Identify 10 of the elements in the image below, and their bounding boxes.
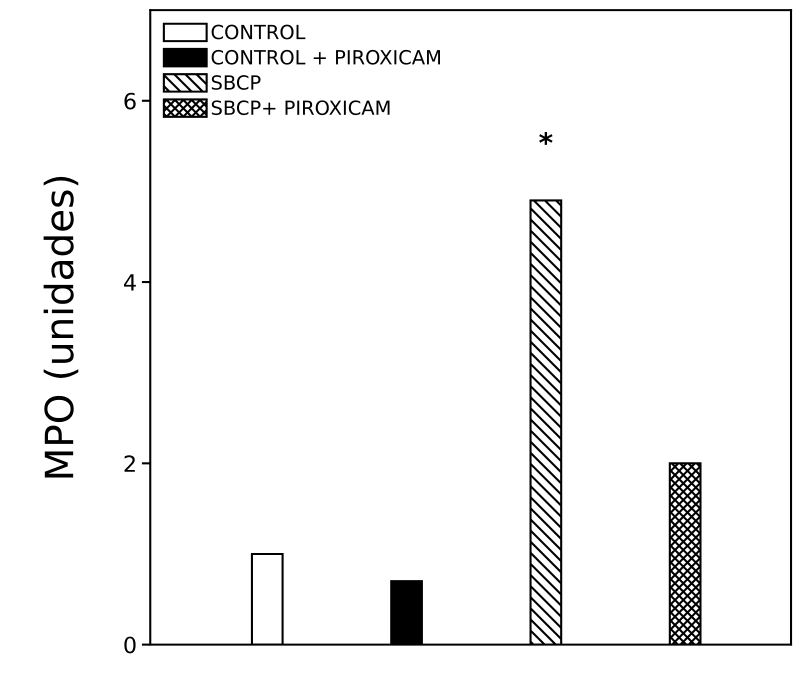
y-tick-label: 4	[124, 274, 136, 290]
legend-label: SBCP	[212, 75, 261, 90]
y-tick-label: 0	[124, 636, 136, 654]
y-tick-label: 6	[124, 92, 136, 110]
legend-label: CONTROL	[212, 24, 306, 40]
y-axis-title: MPO (unidades)	[44, 176, 78, 478]
y-tick-label: 2	[124, 455, 135, 472]
legend-label: CONTROL + PIROXICAM	[212, 50, 440, 65]
legend-label: SBCP+ PIROXICAM	[212, 100, 390, 116]
annotation: *	[539, 132, 553, 145]
